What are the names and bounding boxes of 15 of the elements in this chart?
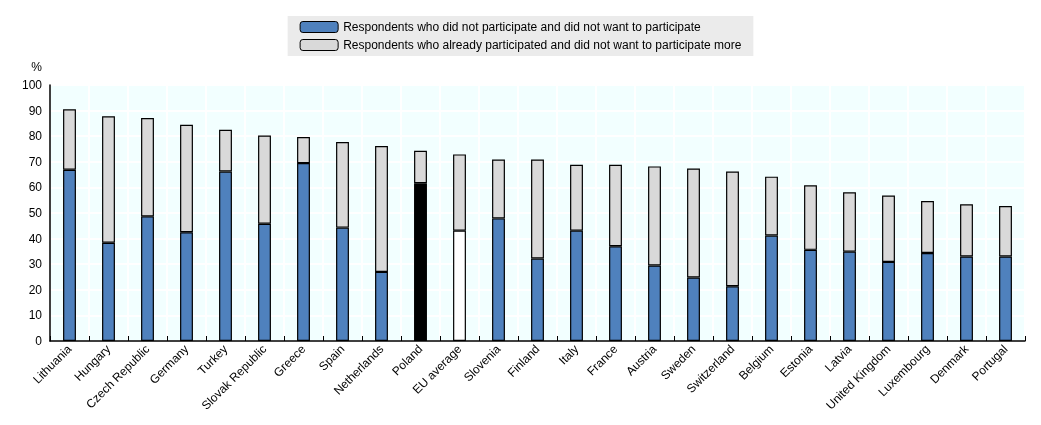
- y-tick-label: 30: [28, 257, 43, 272]
- y-tick-label: 50: [28, 206, 43, 220]
- y-tick-label: 80: [28, 129, 43, 144]
- y-tick-label: 40: [28, 231, 43, 246]
- y-axis-title: %: [31, 60, 43, 74]
- y-tick-label: 20: [28, 282, 43, 297]
- x-tick-label: Italy: [556, 342, 582, 368]
- y-tick-label: 90: [28, 103, 43, 118]
- y-tick-label: 60: [28, 180, 43, 195]
- legend-label: Respondents who already participated and did not want to participate more: [343, 38, 742, 52]
- legend-label: Respondents who did not participate and did not want to participate: [343, 20, 702, 34]
- y-tick-label: 10: [28, 308, 43, 323]
- y-tick-label: 100: [21, 78, 43, 92]
- y-tick-label: 70: [28, 154, 43, 169]
- y-tick-label: 0: [35, 334, 43, 348]
